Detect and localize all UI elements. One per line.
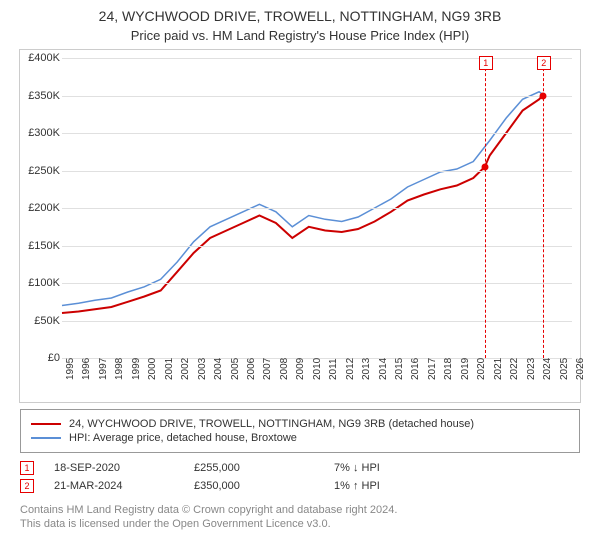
- x-tick-label: 2008: [279, 358, 290, 380]
- x-tick-label: 2025: [559, 358, 570, 380]
- x-tick-label: 2021: [493, 358, 504, 380]
- footer-line-1: Contains HM Land Registry data © Crown c…: [20, 503, 580, 517]
- info-date: 18-SEP-2020: [54, 462, 194, 474]
- x-tick-label: 1999: [131, 358, 142, 380]
- y-tick-label: £250K: [20, 165, 60, 177]
- x-tick-label: 2013: [361, 358, 372, 380]
- gridline-horizontal: [62, 208, 572, 209]
- series-line: [62, 92, 544, 306]
- info-marker-badge: 1: [20, 461, 34, 475]
- x-tick-label: 2011: [328, 358, 339, 380]
- y-tick-label: £300K: [20, 127, 60, 139]
- x-tick-label: 2002: [180, 358, 191, 380]
- marker-badge: 1: [479, 56, 493, 70]
- legend: 24, WYCHWOOD DRIVE, TROWELL, NOTTINGHAM,…: [20, 409, 580, 453]
- marker-dot: [539, 92, 546, 99]
- x-tick-label: 1998: [114, 358, 125, 380]
- x-tick-label: 2000: [147, 358, 158, 380]
- chart-container: £0 £50K £100K £150K £200K £250K £300K £350K £400…: [19, 49, 581, 403]
- marker-guideline: [543, 58, 544, 358]
- x-tick-label: 1995: [65, 358, 76, 380]
- marker-info-table: 1 18-SEP-2020£255,0007% ↓ HPI 2 21-MAR-2024…: [20, 461, 580, 493]
- marker-badge: 2: [537, 56, 551, 70]
- x-tick-label: 1997: [98, 358, 109, 380]
- legend-item: 24, WYCHWOOD DRIVE, TROWELL, NOTTINGHAM,…: [31, 418, 569, 430]
- gridline-horizontal: [62, 96, 572, 97]
- y-tick-label: £150K: [20, 240, 60, 252]
- chart-title-secondary: Price paid vs. HM Land Registry's House …: [0, 28, 600, 43]
- series-line: [62, 96, 543, 314]
- info-row: 2 21-MAR-2024£350,0001% ↑ HPI: [20, 479, 580, 493]
- gridline-horizontal: [62, 321, 572, 322]
- x-tick-label: 2016: [410, 358, 421, 380]
- marker-dot: [481, 163, 488, 170]
- x-tick-label: 1996: [81, 358, 92, 380]
- chart-title-primary: 24, WYCHWOOD DRIVE, TROWELL, NOTTINGHAM,…: [0, 8, 600, 24]
- info-price: £350,000: [194, 480, 334, 492]
- x-tick-label: 2018: [443, 358, 454, 380]
- info-price: £255,000: [194, 462, 334, 474]
- x-tick-label: 2024: [542, 358, 553, 380]
- gridline-horizontal: [62, 283, 572, 284]
- x-tick-label: 2004: [213, 358, 224, 380]
- plot-area: [62, 58, 572, 358]
- legend-label: 24, WYCHWOOD DRIVE, TROWELL, NOTTINGHAM,…: [69, 418, 474, 430]
- x-tick-label: 2015: [394, 358, 405, 380]
- info-marker-badge: 2: [20, 479, 34, 493]
- gridline-horizontal: [62, 58, 572, 59]
- y-tick-label: £350K: [20, 90, 60, 102]
- x-tick-label: 2023: [526, 358, 537, 380]
- footer-line-2: This data is licensed under the Open Gov…: [20, 517, 580, 531]
- y-tick-label: £400K: [20, 52, 60, 64]
- x-tick-label: 2026: [575, 358, 586, 380]
- info-delta: 1% ↑ HPI: [334, 480, 474, 492]
- y-tick-label: £50K: [20, 315, 60, 327]
- x-tick-label: 2009: [295, 358, 306, 380]
- x-tick-label: 2010: [312, 358, 323, 380]
- legend-swatch: [31, 423, 61, 425]
- x-tick-label: 2014: [378, 358, 389, 380]
- y-tick-label: £100K: [20, 277, 60, 289]
- x-tick-label: 2020: [476, 358, 487, 380]
- y-tick-label: £0: [20, 352, 60, 364]
- legend-label: HPI: Average price, detached house, Brox…: [69, 432, 297, 444]
- gridline-horizontal: [62, 246, 572, 247]
- legend-item: HPI: Average price, detached house, Brox…: [31, 432, 569, 444]
- legend-swatch: [31, 437, 61, 439]
- footer-attribution: Contains HM Land Registry data © Crown c…: [20, 503, 580, 532]
- y-tick-label: £200K: [20, 202, 60, 214]
- marker-guideline: [485, 58, 486, 358]
- info-row: 1 18-SEP-2020£255,0007% ↓ HPI: [20, 461, 580, 475]
- x-tick-label: 2006: [246, 358, 257, 380]
- info-delta: 7% ↓ HPI: [334, 462, 474, 474]
- x-tick-label: 2001: [164, 358, 175, 380]
- gridline-horizontal: [62, 133, 572, 134]
- x-tick-label: 2003: [197, 358, 208, 380]
- gridline-horizontal: [62, 171, 572, 172]
- info-date: 21-MAR-2024: [54, 480, 194, 492]
- x-tick-label: 2012: [345, 358, 356, 380]
- x-tick-label: 2022: [509, 358, 520, 380]
- x-tick-label: 2005: [230, 358, 241, 380]
- x-tick-label: 2007: [262, 358, 273, 380]
- x-tick-label: 2019: [460, 358, 471, 380]
- x-tick-label: 2017: [427, 358, 438, 380]
